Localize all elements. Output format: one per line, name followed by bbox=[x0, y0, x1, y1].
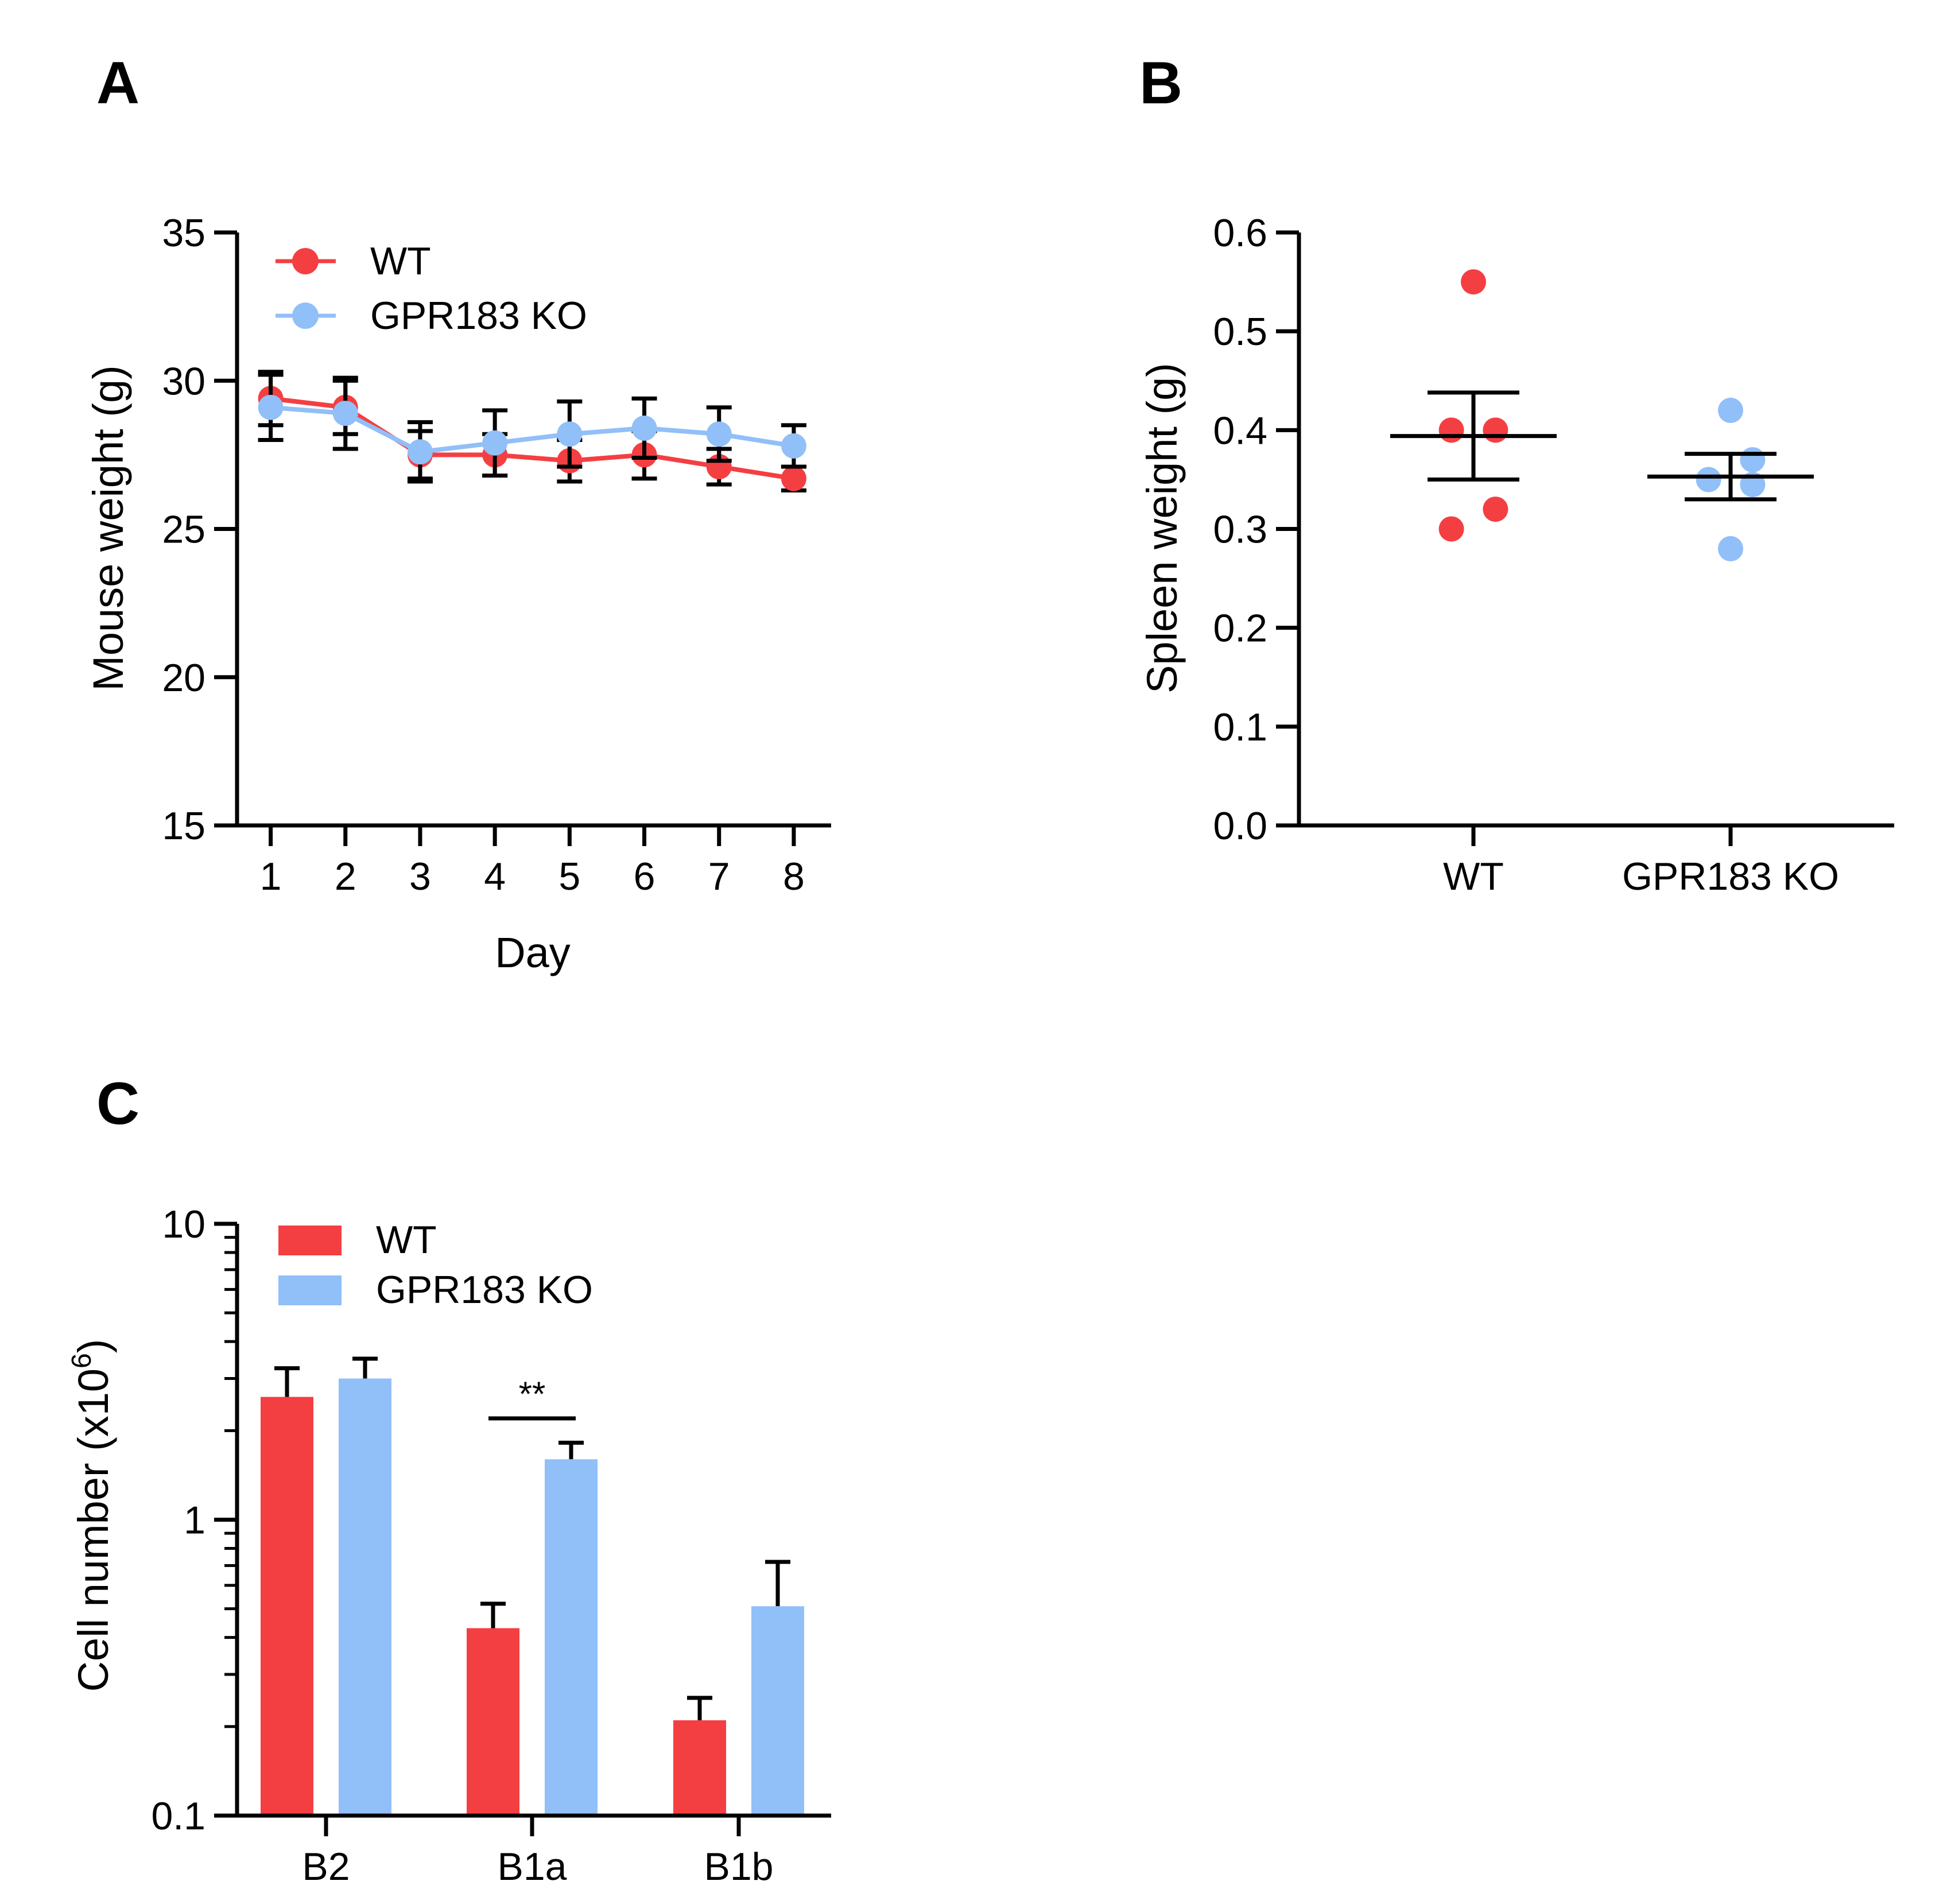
b-group-ko bbox=[1647, 397, 1814, 561]
b-point-wt bbox=[1483, 417, 1508, 443]
a-legend-ko-marker bbox=[292, 303, 319, 329]
c-y-title-prefix: Cell number (x10 bbox=[69, 1368, 117, 1692]
b-point-wt bbox=[1438, 516, 1464, 542]
c-legend-wt-swatch bbox=[278, 1226, 342, 1255]
b-y-tick-label: 0.6 bbox=[1213, 211, 1267, 255]
b-y-axis-title: Spleen weight (g) bbox=[1138, 363, 1186, 693]
b-x-tick-label: GPR183 KO bbox=[1622, 855, 1839, 898]
a-point-wt bbox=[781, 466, 806, 491]
c-x-tick-label: B2 bbox=[302, 1845, 350, 1889]
a-point-ko bbox=[407, 439, 433, 465]
c-legend-wt-label: WT bbox=[376, 1218, 437, 1262]
a-point-ko bbox=[258, 394, 284, 420]
c-x-tick-label: B1a bbox=[498, 1845, 567, 1889]
b-y-tick-label: 0.5 bbox=[1213, 310, 1267, 354]
b-y-tick-label: 0.2 bbox=[1213, 607, 1267, 650]
a-x-tick-label: 2 bbox=[335, 855, 356, 898]
b-point-ko bbox=[1740, 447, 1766, 472]
a-point-ko bbox=[706, 421, 732, 447]
a-point-ko bbox=[557, 421, 583, 447]
a-point-ko bbox=[482, 430, 508, 456]
a-y-tick-label: 20 bbox=[162, 656, 205, 700]
b-y-tick-label: 0.1 bbox=[1213, 705, 1267, 749]
panel-letter-c: C bbox=[96, 1071, 139, 1137]
a-x-axis-title: Day bbox=[495, 929, 571, 976]
c-y-tick-label: 1 bbox=[184, 1499, 205, 1542]
a-x-tick-label: 3 bbox=[409, 855, 431, 898]
a-series-ko bbox=[258, 373, 806, 484]
panel-letter-a: A bbox=[96, 50, 139, 117]
c-bar-ko bbox=[545, 1459, 598, 1816]
b-x-tick-label: WT bbox=[1443, 855, 1504, 898]
a-point-ko bbox=[332, 401, 358, 426]
b-point-wt bbox=[1438, 417, 1464, 443]
c-y-title-superscript: 6 bbox=[67, 1353, 97, 1368]
c-bar-ko bbox=[751, 1606, 804, 1816]
a-legend-wt-label: WT bbox=[370, 239, 431, 283]
a-x-tick-label: 6 bbox=[634, 855, 655, 898]
c-annotations: ** bbox=[488, 1375, 576, 1421]
a-y-axis-title: Mouse weight (g) bbox=[84, 365, 132, 691]
a-legend: WT GPR183 KO bbox=[276, 239, 587, 338]
b-points bbox=[1390, 269, 1814, 561]
a-y-tick-label: 15 bbox=[162, 804, 205, 848]
c-bars bbox=[261, 1356, 804, 1816]
panel-letter-b: B bbox=[1139, 50, 1182, 117]
b-y-ticks: 0.0 0.1 0.2 0.3 0.4 0.5 0.6 bbox=[1213, 211, 1299, 848]
a-series bbox=[258, 370, 806, 493]
a-legend-wt-marker bbox=[292, 248, 319, 274]
c-y-axis-title: Cell number (x106) bbox=[67, 1339, 117, 1692]
a-x-ticks: 1 2 3 4 5 6 7 8 bbox=[260, 825, 805, 898]
c-bar-wt bbox=[673, 1720, 726, 1816]
a-point-ko bbox=[631, 415, 657, 441]
c-y-tick-label: 0.1 bbox=[151, 1794, 205, 1838]
b-point-ko bbox=[1696, 467, 1721, 493]
c-bar-wt bbox=[467, 1628, 519, 1816]
a-point-ko bbox=[781, 433, 806, 459]
a-x-tick-label: 7 bbox=[708, 855, 730, 898]
b-point-wt bbox=[1461, 269, 1486, 295]
c-y-title-suffix: ) bbox=[69, 1339, 117, 1354]
b-group-wt bbox=[1390, 269, 1557, 542]
a-legend-ko-label: GPR183 KO bbox=[370, 294, 587, 338]
c-x-ticks: B2 B1a B1b bbox=[302, 1816, 774, 1889]
a-y-tick-label: 25 bbox=[162, 508, 205, 552]
b-point-ko bbox=[1718, 536, 1743, 561]
a-x-tick-label: 1 bbox=[260, 855, 282, 898]
b-point-wt bbox=[1483, 497, 1508, 522]
c-x-tick-label: B1b bbox=[704, 1845, 774, 1889]
c-y-ticks: 0.1 1 10 bbox=[151, 1203, 237, 1838]
c-legend-ko-label: GPR183 KO bbox=[376, 1268, 593, 1312]
c-significance-label: ** bbox=[519, 1375, 546, 1413]
a-x-tick-label: 4 bbox=[484, 855, 506, 898]
a-y-ticks: 15 20 25 30 35 bbox=[162, 211, 237, 848]
panel-b: B 0.0 0.1 0.2 0.3 0.4 0.5 0.6 WT GPR183 KO Sple… bbox=[1138, 50, 1894, 898]
c-bar-ko bbox=[339, 1378, 391, 1816]
a-x-tick-label: 5 bbox=[558, 855, 580, 898]
a-y-tick-label: 35 bbox=[162, 211, 205, 255]
b-point-ko bbox=[1718, 397, 1743, 423]
b-x-ticks: WT GPR183 KO bbox=[1443, 825, 1839, 898]
b-y-tick-label: 0.0 bbox=[1213, 804, 1267, 848]
a-x-tick-label: 8 bbox=[783, 855, 805, 898]
b-y-tick-label: 0.3 bbox=[1213, 508, 1267, 552]
panel-a: A 15 20 25 30 35 1 2 3 4 5 6 7 8 Mouse weight (g) D… bbox=[84, 50, 831, 976]
c-y-tick-label: 10 bbox=[162, 1203, 205, 1246]
b-y-tick-label: 0.4 bbox=[1213, 409, 1267, 452]
c-legend: WT GPR183 KO bbox=[278, 1218, 593, 1312]
c-bar-wt bbox=[261, 1397, 313, 1816]
c-legend-ko-swatch bbox=[278, 1275, 342, 1305]
a-y-tick-label: 30 bbox=[162, 359, 205, 403]
